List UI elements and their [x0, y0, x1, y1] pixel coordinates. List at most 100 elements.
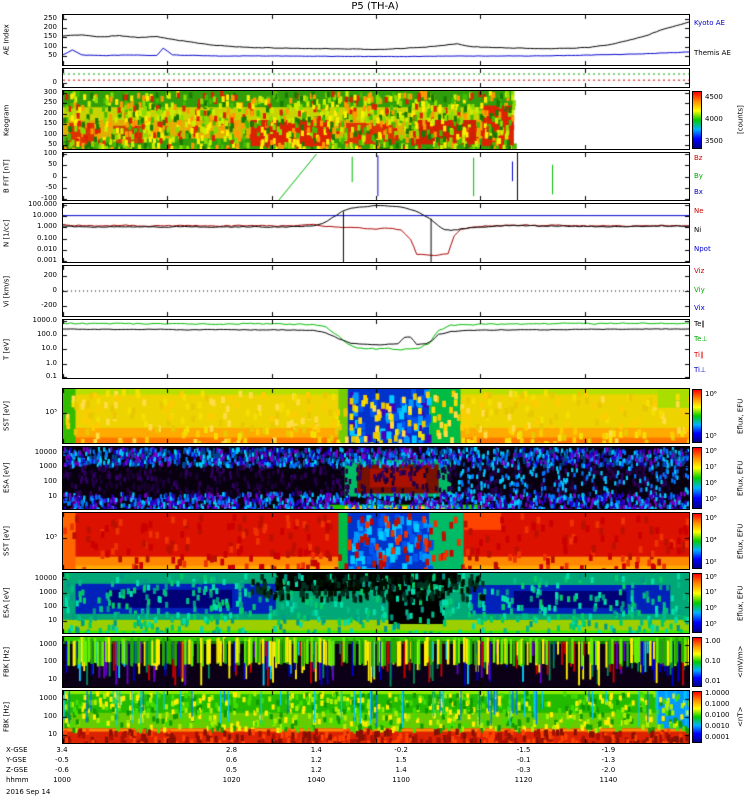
colorbar-tick-label: 1.00	[705, 638, 721, 645]
plot-area	[62, 446, 690, 510]
y-tick-label: 0.001	[37, 257, 57, 264]
themis-summary-plot: { "chart_data": { "type": "multi-panel-t…	[0, 0, 750, 800]
series-label: Bx	[694, 189, 703, 196]
plot-area	[62, 203, 690, 263]
ephemeris-value: -0.2	[394, 746, 408, 755]
colorbar-tick-label: 10⁸	[705, 448, 717, 455]
colorbar-tick-label: 10⁷	[705, 464, 717, 471]
y-tick-label: 10000	[35, 449, 57, 456]
ephemeris-value: 1.4	[396, 766, 407, 775]
ephemeris-value: -1.9	[602, 746, 616, 755]
plot-area	[62, 319, 690, 379]
y-tick-label: 1000	[39, 589, 57, 596]
y-tick-label: 150	[44, 33, 57, 40]
colorbar-tick-label: 0.01	[705, 678, 721, 685]
plot-canvas-esa_elec	[63, 573, 689, 633]
y-tick-labels: 0	[13, 68, 60, 88]
y-tick-label: 10.000	[33, 212, 58, 219]
colorbar-labels: 1.0000 0.1000 0.0100 0.0010 0.0001	[705, 690, 732, 744]
series-labels: Bz By Bx	[694, 152, 750, 201]
y-tick-label: 100	[44, 478, 57, 485]
ephemeris-value: 1120	[515, 776, 533, 785]
y-axis-label: Vi [km/s]	[0, 265, 13, 317]
y-tick-label: 10000	[35, 575, 57, 582]
colorbar-tick-label: 10⁷	[705, 589, 717, 596]
y-tick-labels: 1000.0 100.0 10.0 1.0 0.1	[13, 319, 60, 379]
y-axis-label: B FIT [nT]	[0, 152, 13, 201]
y-tick-label: 10	[48, 617, 57, 624]
y-tick-label: 100.000	[28, 201, 57, 208]
y-tick-label: 1000	[39, 641, 57, 648]
y-axis-label: T [eV]	[0, 319, 13, 379]
panel-temperature: T [eV] 1000.0 100.0 10.0 1.0 0.1 Te∥ Te⊥ Ti∥ Ti…	[0, 319, 750, 379]
colorbar-tick-label: 10⁴	[705, 537, 717, 544]
y-tick-label: 50	[48, 161, 57, 168]
colorbar-title: <mV/m>	[733, 636, 748, 688]
ephemeris-row-label: X-GSE	[6, 746, 28, 755]
plot-canvas-fbk_e	[63, 637, 689, 687]
ephemeris-value: 0.5	[226, 766, 237, 775]
y-tick-label: 200	[44, 110, 57, 117]
ephemeris-value: 1.4	[311, 746, 322, 755]
y-axis-label: N [1/cc]	[0, 203, 13, 263]
plot-canvas-sst_elec	[63, 513, 689, 569]
ephemeris-value: 1020	[223, 776, 241, 785]
series-label: Themis AE	[694, 50, 731, 57]
colorbar-tick-label: 0.1000	[705, 701, 730, 708]
colorbar-tick-label: 10⁵	[705, 496, 717, 503]
plot-area	[62, 512, 690, 570]
colorbar-tick-label: 0.0100	[705, 712, 730, 719]
ephemeris-value: -0.5	[55, 756, 69, 765]
series-label: Viy	[694, 287, 705, 294]
plot-area	[62, 90, 690, 150]
y-tick-labels: 10⁵	[13, 512, 60, 570]
y-axis-label: AE Index	[0, 14, 13, 66]
y-tick-label: 1000	[39, 695, 57, 702]
ephemeris-value: -0.3	[517, 766, 531, 775]
ephemeris-value: 3.4	[56, 746, 67, 755]
series-labels: Ne Ni Npot	[694, 203, 750, 263]
series-label: Viz	[694, 268, 704, 275]
colorbar-tick-label: 10⁵	[705, 433, 717, 440]
ephemeris-value: -2.0	[602, 766, 616, 775]
colorbar-tick-label: 0.0010	[705, 723, 730, 730]
y-tick-label: 100.0	[37, 331, 57, 338]
plot-canvas-keogram	[63, 91, 689, 149]
plot-area	[62, 572, 690, 634]
panel-ae-index: AE Index 250 200 150 100 50 Kyoto AE Themis A…	[0, 14, 750, 66]
y-axis-label: ESA [eV]	[0, 446, 13, 510]
y-tick-label: 200	[44, 272, 57, 279]
colorbar	[692, 513, 702, 569]
y-axis-label: FBK [Hz]	[0, 690, 13, 744]
y-axis-label: SST [eV]	[0, 388, 13, 444]
ephemeris-row-hhmm: hhmm 1000 1020 1040 1100 1120 1140	[0, 776, 750, 786]
panel-esa-ion-spectrogram: ESA [eV] 10000 1000 100 10 10⁸ 10⁷ 10⁶ 10⁵ Eflu…	[0, 446, 750, 510]
plot-canvas-density	[63, 204, 689, 262]
y-tick-label: -50	[46, 184, 57, 191]
y-tick-label: 10	[48, 731, 57, 738]
series-label: Ti⊥	[694, 367, 706, 374]
colorbar	[692, 637, 702, 687]
chart-title: P5 (TH-A)	[0, 1, 750, 12]
panel-sst-ion-spectrogram: SST [eV] 10⁵ 10⁶ 10⁵ Eflux, EFU	[0, 388, 750, 444]
ephemeris-value: 1140	[599, 776, 617, 785]
y-tick-labels: 10000 1000 100 10	[13, 572, 60, 634]
y-axis-label	[0, 68, 13, 88]
panel-keogram: Keogram 300 250 200 150 100 50 4500 4000 3500 [c…	[0, 90, 750, 150]
ephemeris-row-label: hhmm	[6, 776, 29, 785]
y-tick-labels: 200 0 -200	[13, 265, 60, 317]
colorbar-tick-label: 4000	[705, 116, 723, 123]
colorbar-tick-label: 3500	[705, 138, 723, 145]
colorbar-title: Eflux, EFU	[733, 512, 748, 570]
y-tick-label: 0.1	[46, 373, 57, 380]
ephemeris-value: 1.2	[311, 756, 322, 765]
y-tick-labels: 1000 100 10	[13, 690, 60, 744]
colorbar-tick-label: 10⁵	[705, 621, 717, 628]
series-label: Vix	[694, 305, 705, 312]
series-label: By	[694, 173, 703, 180]
series-label: Ne	[694, 208, 704, 215]
y-tick-labels: 10⁵	[13, 388, 60, 444]
y-tick-label: 200	[44, 24, 57, 31]
colorbar-title: <nT>	[733, 690, 748, 744]
y-tick-label: 1000	[39, 463, 57, 470]
